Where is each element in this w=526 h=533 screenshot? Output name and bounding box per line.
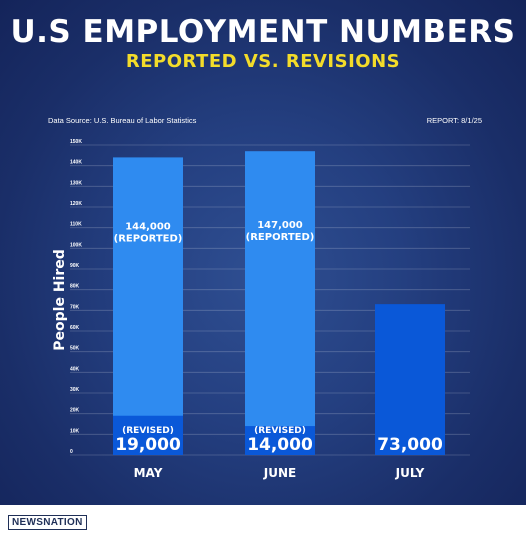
revised-prefix-label: (REVISED) [254,426,306,436]
chart-panel: U.S EMPLOYMENT NUMBERS REPORTED VS. REVI… [0,0,526,505]
y-tick-label: 70K [70,304,80,310]
reported-suffix-label: (REPORTED) [246,232,315,243]
page-subtitle: REPORTED VS. REVISIONS [125,51,401,72]
y-tick-label: 120K [70,201,82,207]
y-tick-label: 90K [70,263,80,269]
revised-bar [113,415,183,455]
revised-bar [245,426,315,455]
revised-value-label: 73,000 [377,435,443,455]
data-source-note: Data Source: U.S. Bureau of Labor Statis… [48,116,197,125]
reported-value-label: 147,000 [257,220,303,231]
revised-value-label: 19,000 [115,435,181,455]
y-tick-label: 50K [70,346,80,352]
category-label: JUNE [263,466,296,480]
revised-bar [375,304,445,455]
y-tick-label: 10K [70,428,80,434]
y-tick-label: 80K [70,284,80,290]
y-tick-label: 60K [70,325,80,331]
reported-suffix-label: (REPORTED) [114,234,183,245]
y-tick-label: 30K [70,387,80,393]
reported-value-label: 144,000 [125,222,171,233]
newsnation-logo: NEWSNATION [8,515,87,530]
report-date: REPORT: 8/1/25 [426,116,482,125]
revised-prefix-label: (REVISED) [122,426,174,436]
y-tick-label: 130K [70,180,82,186]
y-tick-label: 20K [70,408,80,414]
y-tick-label: 140K [70,160,82,166]
y-tick-label: 100K [70,242,82,248]
page-title: U.S EMPLOYMENT NUMBERS [10,14,516,50]
reported-bar [113,157,183,455]
bars [113,151,445,455]
reported-bar [245,151,315,455]
category-label: MAY [134,466,163,480]
y-tick-label: 40K [70,366,80,372]
x-category-labels: MAY JUNE JULY [134,466,425,480]
bar-chart: 0 10K 20K 30K 40K 50K 60K 70K 80K 90K 100K 110K 120K… [52,139,445,480]
category-label: JULY [395,466,425,480]
y-tick-label: 110K [70,222,82,228]
y-tick-label: 150K [70,139,82,145]
bar-labels: 144,000(REPORTED)(REVISED)19,000147,000(… [114,220,443,455]
y-tick-labels: 0 10K 20K 30K 40K 50K 60K 70K 80K 90K 100K 110K 120K… [70,139,82,455]
revised-value-label: 14,000 [247,435,313,455]
y-axis-label: People Hired [52,249,68,351]
y-tick-label: 0 [70,449,73,455]
